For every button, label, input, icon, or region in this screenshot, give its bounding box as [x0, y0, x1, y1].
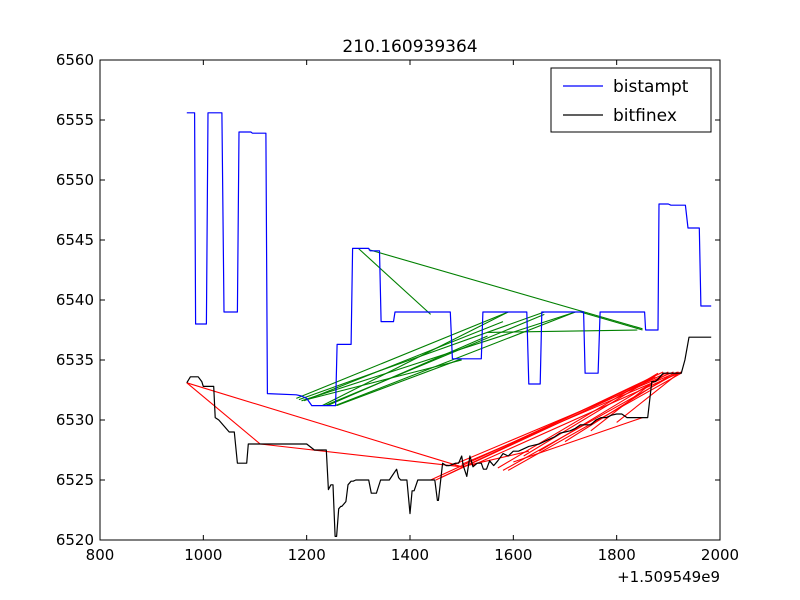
red-connection-15: [564, 372, 674, 443]
y-tick-label: 6535: [56, 351, 94, 369]
y-tick-label: 6555: [56, 111, 94, 129]
green-connection-1: [368, 249, 643, 330]
legend: bistampt bitfinex: [550, 67, 712, 133]
red-connection-7: [461, 371, 678, 465]
green-connection-12: [580, 311, 643, 331]
y-tick-label: 6550: [56, 171, 94, 189]
series-line-bitfinex: [186, 336, 712, 538]
x-tick-label: 1800: [598, 546, 636, 564]
green-connection-0: [357, 247, 432, 315]
green-connection-11: [336, 358, 462, 407]
y-tick-label: 6560: [56, 51, 94, 69]
green-connection-4: [301, 311, 576, 402]
green-connection-2: [296, 311, 509, 399]
green-connection-7: [321, 311, 509, 407]
red-connection-lines: [186, 371, 682, 481]
red-connection-13: [523, 377, 654, 457]
y-tick-label: 6545: [56, 231, 94, 249]
y-axis: 6520 6525 6530 6535 6540 6545 6550 6555 6560: [56, 51, 720, 549]
x-tick-label: 2000: [701, 546, 739, 564]
y-tick-label: 6540: [56, 291, 94, 309]
series-line-bistampt: [186, 112, 712, 407]
y-tick-label: 6520: [56, 531, 94, 549]
x-axis: 800 1000 1200 1400 1600 1800 2000: [86, 60, 739, 564]
green-connection-9: [327, 335, 488, 407]
green-connection-13: [487, 329, 638, 333]
chart-title: 210.160939364: [342, 37, 477, 57]
legend-label-bitfinex: bitfinex: [613, 106, 677, 126]
red-connection-12: [513, 417, 643, 463]
red-connection-14: [538, 372, 669, 452]
red-connection-17: [616, 372, 680, 423]
y-tick-label: 6525: [56, 471, 94, 489]
red-connection-2: [260, 443, 462, 468]
y-tick-label: 6530: [56, 411, 94, 429]
legend-label-bistampt: bistampt: [613, 77, 689, 97]
series-lines: [186, 112, 712, 538]
legend-box: [550, 67, 712, 133]
x-axis-offset-label: +1.509549e9: [617, 568, 720, 586]
x-tick-label: 1400: [391, 546, 429, 564]
x-tick-label: 1000: [184, 546, 222, 564]
x-tick-label: 1600: [494, 546, 532, 564]
x-tick-label: 1200: [288, 546, 326, 564]
x-tick-label: 800: [86, 546, 115, 564]
green-connection-5: [303, 321, 504, 402]
red-connection-1: [186, 382, 261, 445]
red-connection-0: [186, 382, 462, 468]
